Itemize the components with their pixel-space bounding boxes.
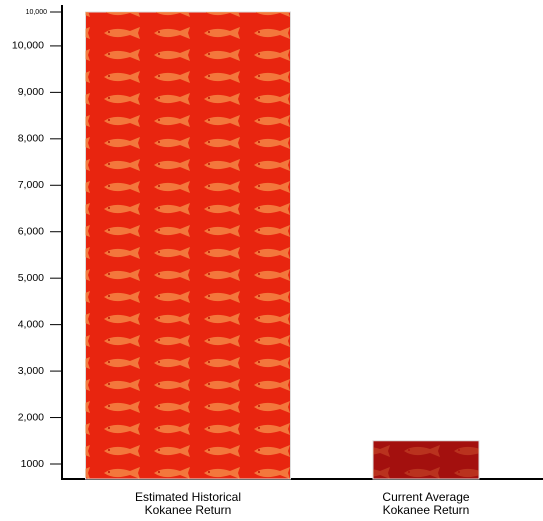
y-tick-label: 10,000 xyxy=(26,9,48,16)
y-tick-label: 8,000 xyxy=(18,133,44,145)
bar xyxy=(372,440,480,480)
y-tick-label: 1000 xyxy=(21,458,45,470)
x-tick-label: Estimated Historical Kokanee Return xyxy=(134,490,242,517)
y-tick-label: 3,000 xyxy=(18,365,44,377)
y-tick-label: 6,000 xyxy=(18,226,44,238)
y-tick-label: 10,000 xyxy=(12,40,44,52)
y-tick-label: 4,000 xyxy=(18,318,44,330)
bar-fill xyxy=(85,12,291,479)
y-tick-label: 5,000 xyxy=(18,272,44,284)
y-tick-label: 7,000 xyxy=(18,179,44,191)
y-tick-label: 9,000 xyxy=(18,86,44,98)
x-tick-label: Current Average Kokanee Return xyxy=(382,490,470,517)
bar-fill xyxy=(373,440,479,479)
y-tick-label: 2,000 xyxy=(18,411,44,423)
bar xyxy=(85,11,291,480)
